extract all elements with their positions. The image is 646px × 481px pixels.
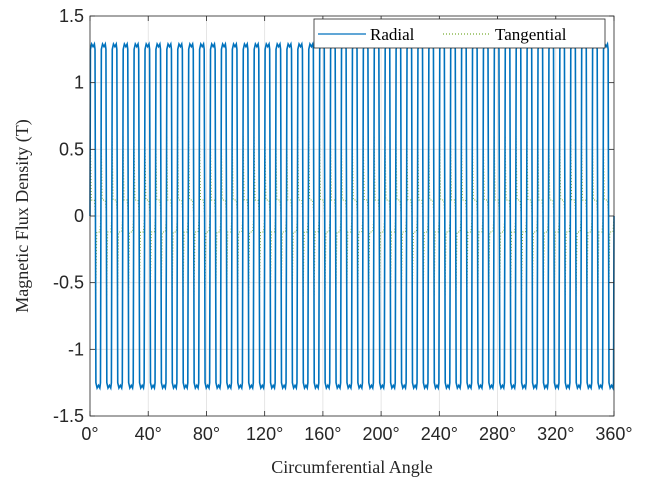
y-tick-label: -1 [68, 339, 84, 359]
x-tick-label: 160° [304, 424, 341, 444]
x-tick-label: 280° [479, 424, 516, 444]
x-tick-label: 200° [362, 424, 399, 444]
y-tick-label: -1.5 [53, 406, 84, 426]
y-tick-label: 0 [74, 206, 84, 226]
legend-label-tangential: Tangential [495, 25, 567, 44]
legend-label-radial: Radial [370, 25, 415, 44]
x-tick-label: 0° [81, 424, 98, 444]
x-tick-label: 120° [246, 424, 283, 444]
y-tick-label: 1 [74, 73, 84, 93]
x-tick-label: 360° [595, 424, 632, 444]
legend: Radial Tangential [313, 18, 606, 49]
y-tick-label: -0.5 [53, 273, 84, 293]
x-tick-labels: 0° 40° 80° 120° 160° 200° 240° 280° 320° 360° [81, 424, 632, 444]
axis-ticks [89, 15, 615, 417]
line-radial [89, 41, 615, 391]
x-axis-title: Circumferential Angle [271, 457, 432, 477]
x-tick-label: 80° [193, 424, 220, 444]
series-radial [89, 41, 615, 391]
y-tick-labels: -1.5 -1 -0.5 0 0.5 1 1.5 [53, 6, 84, 426]
y-tick-label: 0.5 [59, 139, 84, 159]
y-axis-title: Magnetic Flux Density (T) [12, 119, 33, 312]
x-tick-label: 320° [537, 424, 574, 444]
x-tick-label: 240° [421, 424, 458, 444]
x-tick-label: 40° [135, 424, 162, 444]
y-tick-label: 1.5 [59, 6, 84, 26]
